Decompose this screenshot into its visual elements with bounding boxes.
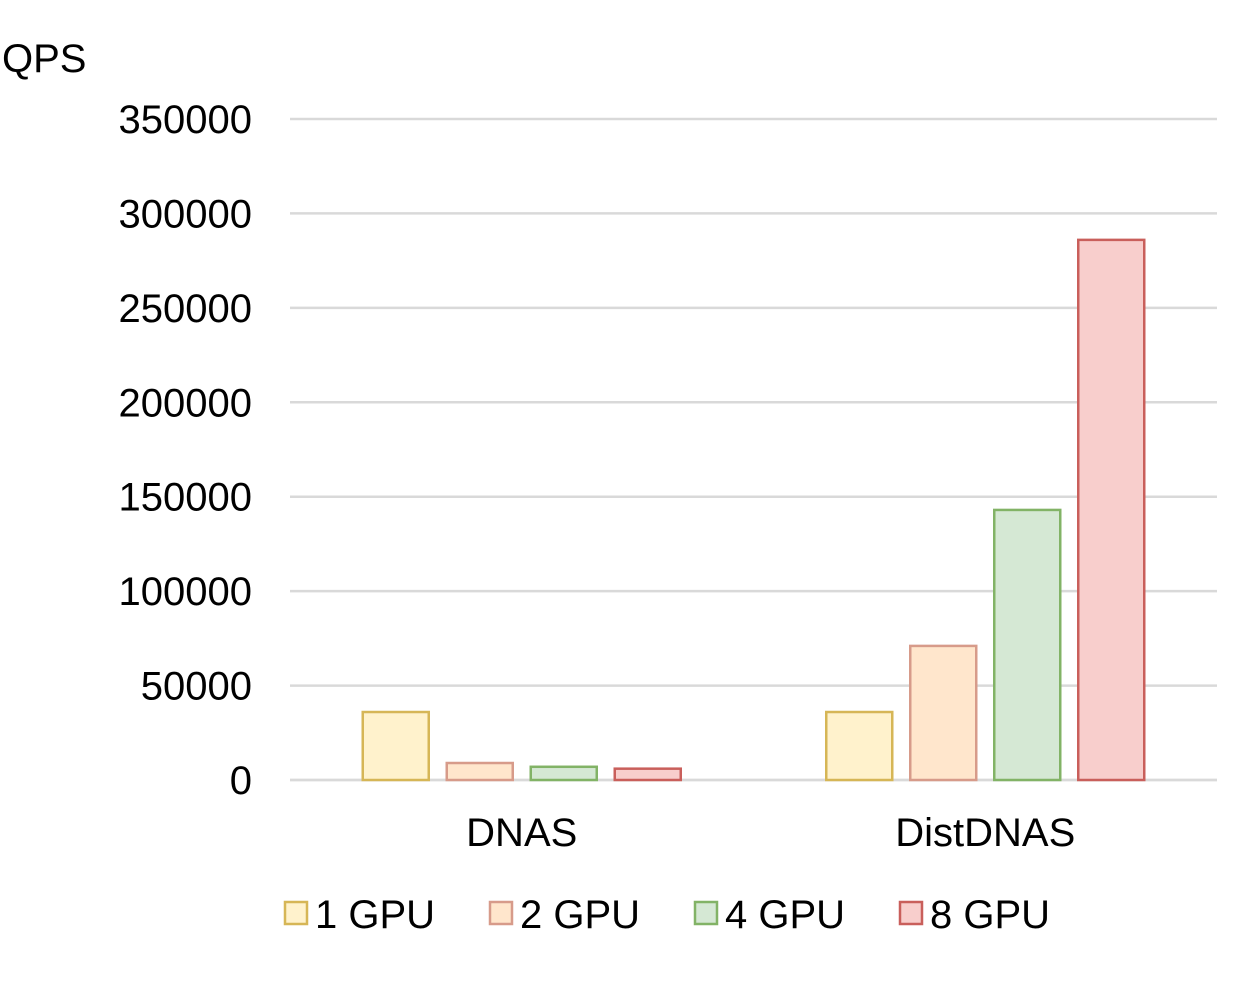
legend-label: 1 GPU <box>315 893 435 937</box>
bar-dnas-2-gpu <box>445 761 514 782</box>
y-tick-label: 0 <box>230 759 252 803</box>
y-axis-label: QPS <box>2 37 86 81</box>
y-tick-label: 100000 <box>119 570 252 614</box>
legend-swatch <box>898 900 924 926</box>
y-tick-label: 350000 <box>119 98 252 142</box>
bar-distdnas-8-gpu <box>1077 238 1146 782</box>
bars <box>361 238 1146 782</box>
y-tick-label: 300000 <box>119 192 252 236</box>
x-tick-labels: DNAS DistDNAS <box>466 811 1075 855</box>
bar-dnas-1-gpu <box>361 710 430 782</box>
y-tick-labels: 0 50000 100000 150000 200000 250000 300000 3500… <box>119 98 252 803</box>
y-tick-label: 200000 <box>119 381 252 425</box>
gridlines <box>290 117 1217 782</box>
legend-label: 2 GPU <box>520 893 640 937</box>
bar-dnas-8-gpu <box>613 767 682 782</box>
legend-swatch <box>488 900 514 926</box>
legend: 1 GPU 2 GPU 4 GPU 8 GPU <box>283 893 1050 937</box>
bar-distdnas-2-gpu <box>909 644 978 782</box>
x-tick-label: DistDNAS <box>895 811 1075 855</box>
bar-dnas-4-gpu <box>529 765 598 782</box>
legend-swatch <box>693 900 719 926</box>
bar-distdnas-4-gpu <box>993 508 1062 782</box>
y-tick-label: 150000 <box>119 476 252 520</box>
x-tick-label: DNAS <box>466 811 577 855</box>
legend-label: 4 GPU <box>725 893 845 937</box>
y-tick-label: 50000 <box>141 665 252 709</box>
legend-label: 8 GPU <box>930 893 1050 937</box>
y-tick-label: 250000 <box>119 287 252 331</box>
bar-distdnas-1-gpu <box>825 710 894 782</box>
legend-swatch <box>283 900 309 926</box>
